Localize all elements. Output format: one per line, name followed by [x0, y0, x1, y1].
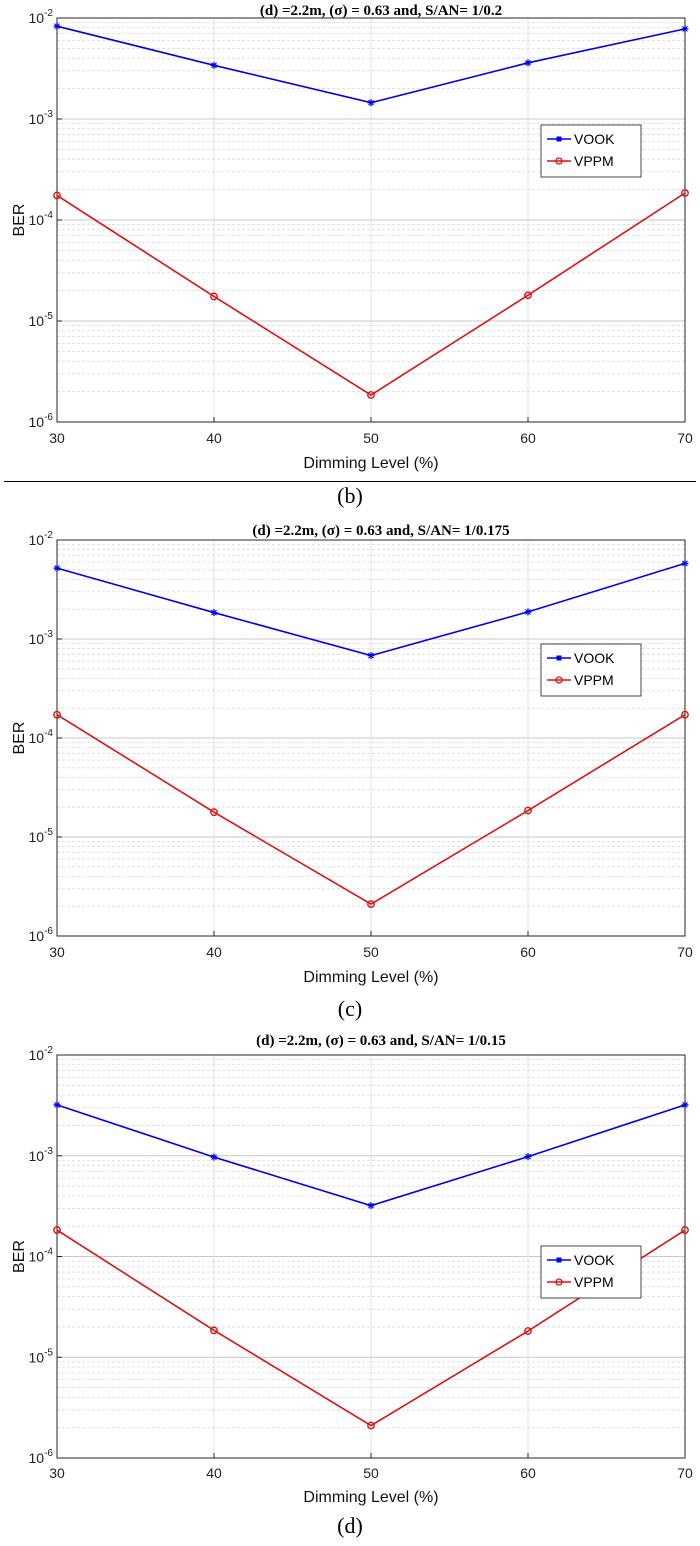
data-point-vppm: [210, 1326, 218, 1335]
y-tick-label: 10-3: [29, 629, 54, 647]
x-tick-label: 30: [49, 944, 65, 960]
y-tick-label: 10-2: [29, 530, 54, 548]
x-tick-label: 50: [363, 944, 379, 960]
y-axis-label: BER: [11, 204, 28, 237]
legend-marker: [556, 1257, 562, 1263]
separator-line: [4, 481, 696, 482]
data-point-vppm: [524, 291, 532, 300]
x-axis-label: Dimming Level (%): [303, 1489, 438, 1506]
x-tick-label: 40: [206, 430, 222, 446]
caption-b: (b): [337, 483, 363, 508]
legend-box: [540, 1245, 642, 1299]
y-tick-label: 10-5: [29, 827, 54, 845]
legend-label-vook: VOOK: [574, 131, 615, 147]
data-point-vppm: [367, 391, 375, 399]
data-point-vook: [53, 564, 61, 572]
x-tick-label: 30: [49, 1465, 65, 1481]
data-point-vppm: [681, 1226, 689, 1234]
legend-box: [540, 643, 642, 697]
series-line-vppm: [56, 192, 686, 396]
data-point-vook: [210, 61, 218, 69]
x-tick-label: 60: [520, 1465, 536, 1481]
data-point-vppm: [53, 191, 61, 200]
y-tick-label: 10-6: [29, 412, 54, 430]
legend: VOOK VPPM: [540, 1245, 642, 1299]
x-axis-label: Dimming Level (%): [303, 455, 438, 472]
data-point-vook: [524, 59, 532, 67]
caption-c: (c): [337, 996, 363, 1021]
x-tick-label: 40: [206, 944, 222, 960]
data-point-vook: [367, 99, 375, 107]
legend-label-vppm: VPPM: [574, 153, 614, 169]
y-tick-label: 10-3: [29, 109, 54, 127]
chart-title: (d) =2.2m, (σ) = 0.63 and, S/AN= 1/0.175: [252, 523, 509, 539]
chart-panel-b: 30 40 50 60 70 10-6 10-5 10-4 10-3 10-2 (d) =2.2m,…: [0, 0, 700, 510]
y-tick-label: 10-6: [29, 1448, 54, 1466]
data-point-vppm: [367, 900, 375, 909]
data-point-vook: [210, 1153, 218, 1161]
data-point-vook: [367, 652, 375, 660]
legend: VOOK VPPM: [540, 124, 642, 178]
x-tick-label: 30: [49, 430, 65, 446]
legend-label-vppm: VPPM: [574, 1274, 614, 1290]
data-point-vppm: [524, 1327, 532, 1335]
data-point-vppm: [210, 808, 218, 817]
chart-b: 30 40 50 60 70 10-6 10-5 10-4 10-3 10-2 (d) =2.2m,…: [11, 3, 693, 472]
x-tick-label: 60: [520, 430, 536, 446]
legend-marker: [556, 655, 562, 661]
y-tick-label: 10-2: [29, 1045, 54, 1063]
data-point-vook: [524, 608, 532, 616]
data-point-vppm: [210, 292, 218, 301]
y-tick-label: 10-5: [29, 1347, 54, 1365]
legend-marker: [555, 157, 563, 165]
legend-label-vook: VOOK: [574, 650, 615, 666]
y-tick-label: 10-6: [29, 926, 54, 944]
data-point-vppm: [53, 710, 61, 719]
x-tick-label: 70: [677, 430, 693, 446]
data-point-vppm: [53, 1226, 61, 1234]
series-line-vppm: [56, 713, 686, 906]
legend-marker: [555, 1278, 563, 1286]
y-axis-label: BER: [11, 1240, 28, 1273]
y-tick-label: 10-5: [29, 311, 54, 329]
caption-d: (d): [337, 1513, 363, 1538]
legend-marker: [556, 136, 562, 142]
data-point-vook: [681, 25, 689, 33]
legend-label-vppm: VPPM: [574, 672, 614, 688]
y-tick-label: 10-4: [29, 210, 54, 228]
data-point-vook: [53, 22, 61, 30]
data-point-vppm: [681, 189, 689, 197]
chart-title: (d) =2.2m, (σ) = 0.63 and, S/AN= 1/0.15: [256, 1033, 506, 1049]
data-point-vook: [53, 1101, 61, 1109]
x-tick-label: 50: [363, 430, 379, 446]
x-tick-label: 60: [520, 944, 536, 960]
legend-marker: [555, 676, 563, 684]
chart-panel-d: 30 40 50 60 70 10-6 10-5 10-4 10-3 10-2 (d) =2.2m,…: [0, 1028, 700, 1546]
chart-c: 30 40 50 60 70 10-6 10-5 10-4 10-3 10-2 (d) =2.2m,…: [11, 523, 693, 986]
x-tick-label: 70: [677, 944, 693, 960]
data-point-vppm: [367, 1421, 375, 1430]
y-axis-label: BER: [11, 722, 28, 755]
y-tick-label: 10-4: [29, 1247, 54, 1265]
data-point-vppm: [681, 710, 689, 719]
legend-label-vook: VOOK: [574, 1252, 615, 1268]
data-point-vook: [210, 609, 218, 617]
legend-box: [540, 124, 642, 178]
x-axis-label: Dimming Level (%): [303, 969, 438, 986]
chart-d: 30 40 50 60 70 10-6 10-5 10-4 10-3 10-2 (d) =2.2m,…: [11, 1033, 693, 1506]
data-point-vppm: [524, 806, 532, 815]
y-tick-label: 10-3: [29, 1146, 54, 1164]
data-point-vook: [367, 1202, 375, 1210]
y-tick-label: 10-4: [29, 728, 54, 746]
data-point-vook: [524, 1153, 532, 1161]
x-tick-label: 70: [677, 1465, 693, 1481]
data-point-vook: [681, 1101, 689, 1109]
chart-title: (d) =2.2m, (σ) = 0.63 and, S/AN= 1/0.2: [260, 3, 502, 19]
x-tick-label: 40: [206, 1465, 222, 1481]
data-point-vook: [681, 559, 689, 567]
x-tick-label: 50: [363, 1465, 379, 1481]
chart-panel-c: 30 40 50 60 70 10-6 10-5 10-4 10-3 10-2 (d) =2.2m,…: [0, 510, 700, 1025]
y-tick-label: 10-2: [29, 8, 54, 26]
legend: VOOK VPPM: [540, 643, 642, 697]
